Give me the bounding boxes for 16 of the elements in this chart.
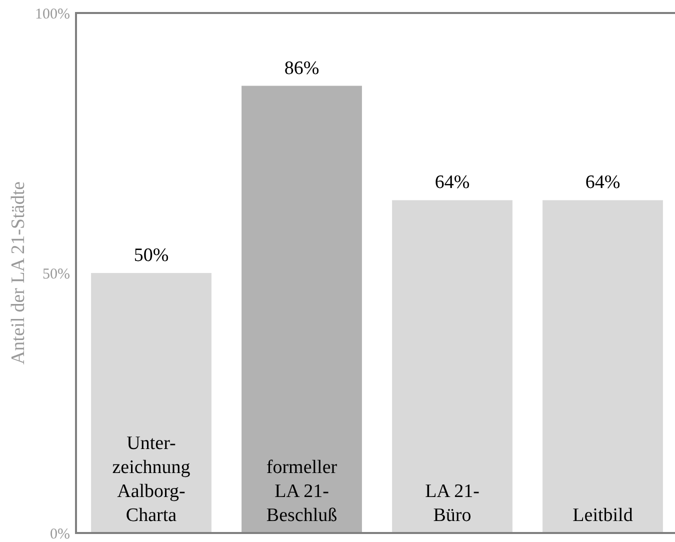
data-label: 64% xyxy=(434,172,470,194)
data-label: 50% xyxy=(134,245,169,266)
x-tick-label: LA 21- Büro xyxy=(425,481,480,526)
y-tick-label: 50% xyxy=(42,266,70,282)
x-tick-label: Leitbild xyxy=(572,505,634,526)
y-tick-label: 100% xyxy=(35,6,70,22)
bar xyxy=(542,200,663,533)
x-tick-label: formeller LA 21- Beschluß xyxy=(266,457,338,526)
y-axis-title: Anteil der LA 21-Städte xyxy=(8,181,29,365)
bar xyxy=(242,86,362,533)
x-tick-label: Unter- zeichnung Aalborg- Charta xyxy=(112,433,191,526)
y-tick-label: 0% xyxy=(50,526,70,542)
bar xyxy=(91,273,212,533)
data-label: 86% xyxy=(284,58,320,79)
bar xyxy=(392,200,512,533)
data-label: 64% xyxy=(585,172,620,194)
